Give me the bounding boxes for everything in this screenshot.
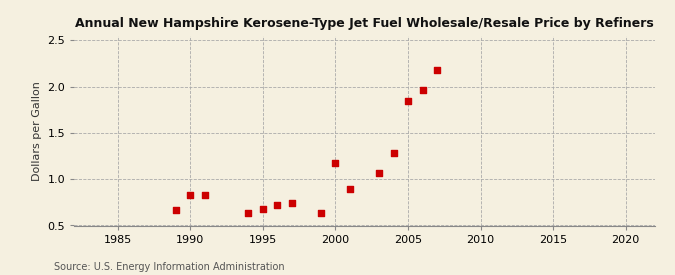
Point bbox=[388, 151, 399, 155]
Point bbox=[330, 161, 341, 166]
Point bbox=[344, 187, 355, 192]
Point bbox=[432, 68, 443, 72]
Point bbox=[258, 207, 269, 211]
Point bbox=[374, 170, 385, 175]
Point bbox=[243, 211, 254, 216]
Point bbox=[185, 193, 196, 197]
Point bbox=[286, 201, 297, 205]
Point bbox=[272, 203, 283, 207]
Text: Source: U.S. Energy Information Administration: Source: U.S. Energy Information Administ… bbox=[54, 262, 285, 272]
Y-axis label: Dollars per Gallon: Dollars per Gallon bbox=[32, 81, 42, 181]
Point bbox=[417, 88, 428, 93]
Point bbox=[171, 208, 182, 212]
Point bbox=[199, 193, 210, 197]
Point bbox=[403, 98, 414, 103]
Title: Annual New Hampshire Kerosene-Type Jet Fuel Wholesale/Resale Price by Refiners: Annual New Hampshire Kerosene-Type Jet F… bbox=[75, 17, 654, 31]
Point bbox=[316, 210, 327, 215]
